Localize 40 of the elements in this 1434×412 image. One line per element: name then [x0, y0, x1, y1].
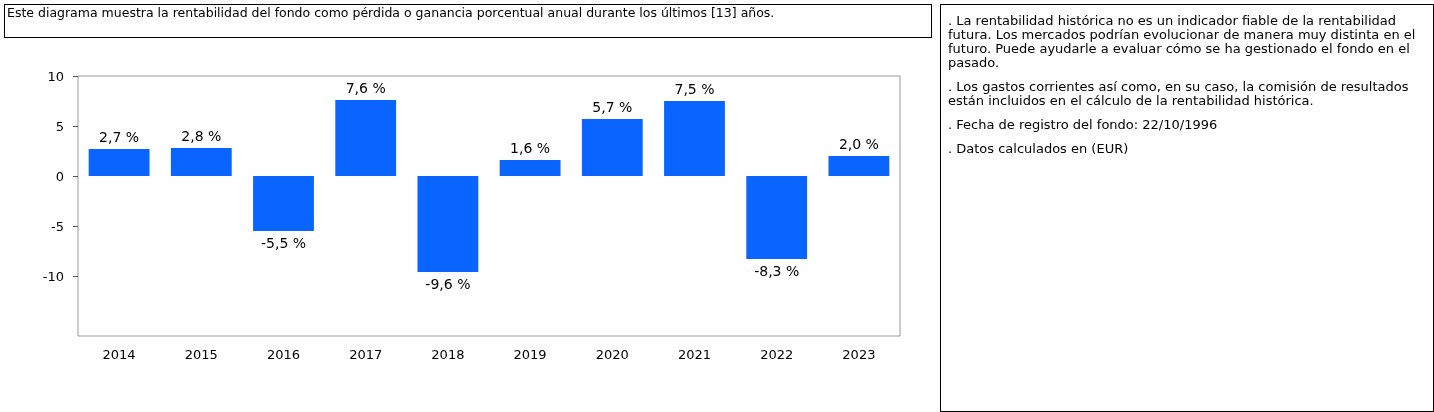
bar — [828, 156, 890, 176]
data-label: 2,7 % — [99, 129, 140, 145]
data-label: -8,3 % — [754, 263, 800, 279]
x-tick-label: 2021 — [677, 347, 712, 362]
x-tick-label: 2020 — [595, 347, 629, 362]
data-label: 5,7 % — [592, 99, 633, 115]
bar — [335, 100, 397, 176]
y-tick-label: -5 — [51, 218, 64, 234]
data-label: 2,0 % — [838, 136, 879, 152]
bar — [499, 160, 561, 176]
text: . La rentabilidad histórica no es un indicador fiable de la rentabilidad futura. Los mercados podrían evolucionar de manera muy distinta en el futuro. Puede ayudarle a evaluar cómo se ha gestionado el fondo en el pasado. — [948, 13, 1417, 70]
text: . Datos calculados en (EUR) — [948, 141, 1130, 156]
text: . Fecha de registro del fondo: 22/10/1996 — [948, 117, 1219, 132]
data-label: -5,5 % — [260, 235, 307, 251]
x-tick-label: 2017 — [349, 347, 383, 362]
data-label: 7,6 % — [345, 80, 386, 96]
bar — [581, 119, 643, 176]
data-label: -9,6 % — [425, 276, 471, 292]
bar — [664, 101, 725, 176]
bar — [170, 148, 232, 176]
bar — [88, 149, 150, 176]
y-tick-label: -10 — [42, 268, 64, 284]
y-tick-label: 10 — [47, 68, 64, 84]
x-tick-label: 2016 — [266, 347, 301, 362]
text: . Los gastos corrientes así como, en su caso, la comisión de resultados están incluidos en el cálculo de la rentabilidad histórica. — [948, 79, 1410, 108]
bar — [417, 176, 479, 272]
x-tick-label: 2023 — [842, 347, 876, 362]
x-tick-label: 2019 — [513, 347, 547, 362]
bar — [746, 176, 808, 259]
data-label: 1,6 % — [510, 140, 551, 156]
x-tick-label: 2022 — [760, 347, 794, 362]
x-tick-label: 2014 — [102, 347, 136, 362]
y-tick-label: 5 — [55, 118, 64, 134]
y-tick-label: 0 — [55, 168, 64, 184]
data-label: 2,8 % — [181, 128, 222, 144]
chart-title: Este diagrama muestra la rentabilidad del fondo como pérdida o ganancia porcentual anual durante los últimos [13] años. — [4, 4, 932, 38]
data-label: 7,5 % — [674, 81, 715, 97]
x-tick-label: 2018 — [431, 347, 465, 362]
bar — [253, 176, 314, 231]
x-tick-label: 2015 — [184, 347, 218, 362]
